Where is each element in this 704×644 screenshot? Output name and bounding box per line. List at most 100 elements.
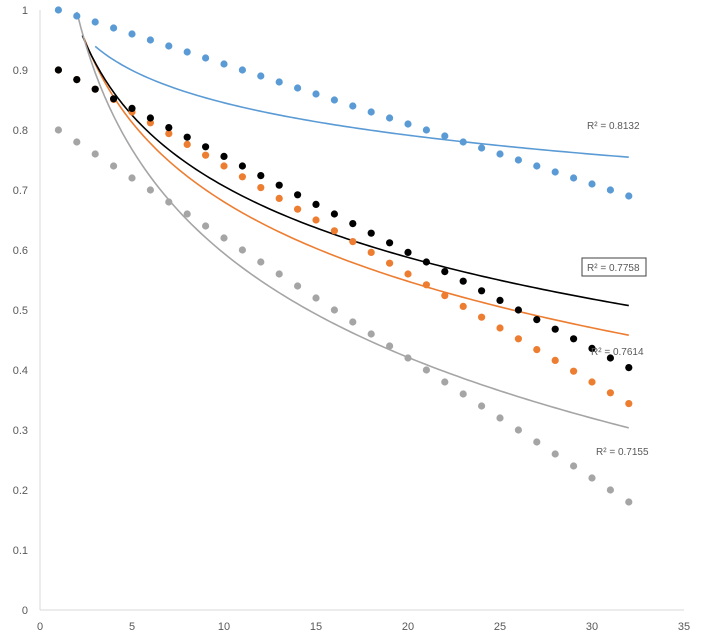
data-point-series-4 — [551, 450, 559, 458]
data-point-series-1 — [514, 156, 523, 164]
data-point-series-4 — [422, 366, 430, 374]
data-point-series-1 — [110, 24, 118, 32]
data-point-series-4 — [128, 174, 136, 182]
data-point-series-3 — [404, 248, 412, 256]
data-point-series-3 — [625, 364, 633, 372]
data-point-series-2 — [183, 140, 191, 148]
data-point-series-1 — [367, 108, 375, 116]
data-point-series-3 — [275, 181, 283, 189]
data-point-series-3 — [551, 325, 559, 333]
data-point-series-2 — [257, 184, 265, 192]
data-point-series-2 — [625, 400, 633, 408]
data-point-series-4 — [238, 246, 246, 254]
data-point-series-2 — [275, 194, 283, 202]
data-point-series-3 — [183, 133, 191, 141]
data-point-series-3 — [165, 124, 173, 132]
x-tick-label: 0 — [37, 621, 43, 633]
data-point-series-1 — [202, 54, 210, 62]
data-point-series-2 — [330, 227, 338, 235]
data-point-series-2 — [606, 389, 615, 397]
data-point-series-3 — [367, 229, 375, 237]
data-point-series-4 — [404, 354, 412, 362]
data-point-series-3 — [110, 95, 118, 103]
data-point-series-2 — [404, 270, 412, 278]
data-point-series-3 — [386, 239, 394, 247]
y-tick-label: 0.9 — [13, 65, 28, 77]
data-point-series-3 — [202, 143, 210, 151]
data-point-series-2 — [478, 313, 486, 321]
x-tick-label: 15 — [310, 621, 322, 633]
data-point-series-2 — [238, 173, 246, 181]
data-point-series-1 — [257, 72, 265, 80]
data-point-series-2 — [367, 248, 375, 256]
data-point-series-3 — [478, 287, 486, 295]
data-point-series-1 — [294, 84, 302, 92]
y-tick-label: 0.4 — [13, 365, 28, 377]
data-point-series-2 — [349, 238, 357, 246]
r2-label-series-3: R² = 0.7758 — [587, 263, 640, 274]
data-point-series-1 — [128, 30, 136, 38]
data-point-series-3 — [294, 191, 302, 199]
data-point-series-2 — [165, 130, 173, 138]
data-point-series-3 — [441, 268, 449, 276]
data-point-series-2 — [294, 205, 302, 213]
data-point-series-3 — [496, 296, 504, 304]
r2-annotation-box — [581, 257, 647, 277]
data-point-series-1 — [459, 138, 467, 146]
data-point-series-4 — [146, 186, 154, 194]
data-point-series-1 — [588, 180, 596, 188]
data-point-series-3 — [533, 316, 541, 324]
data-point-series-4 — [367, 330, 375, 338]
y-tick-label: 0 — [22, 605, 28, 617]
data-point-series-1 — [533, 162, 541, 170]
data-point-series-4 — [257, 258, 265, 266]
data-point-series-3 — [606, 354, 615, 362]
data-point-series-4 — [570, 462, 578, 470]
data-point-series-4 — [625, 498, 633, 506]
data-point-series-4 — [386, 342, 394, 350]
y-tick-label: 0.1 — [13, 545, 28, 557]
x-tick-label: 5 — [129, 621, 135, 633]
data-point-series-4 — [183, 210, 191, 218]
y-tick-label: 0.2 — [13, 485, 28, 497]
data-point-series-3 — [349, 220, 357, 228]
data-point-series-1 — [238, 66, 246, 74]
data-point-series-2 — [588, 378, 596, 386]
data-point-series-1 — [496, 150, 504, 158]
data-point-series-3 — [312, 200, 320, 208]
data-point-series-2 — [533, 346, 541, 354]
axes: 00.10.20.30.40.50.60.70.80.910 5 10 15 20 25 3… — [13, 5, 690, 633]
data-point-series-4 — [202, 222, 210, 230]
data-point-series-3 — [422, 258, 430, 266]
data-point-series-4 — [478, 402, 486, 410]
data-point-series-2 — [514, 335, 523, 343]
x-tick-label: 20 — [402, 621, 414, 633]
data-point-series-3 — [257, 172, 265, 180]
data-point-series-3 — [514, 306, 523, 314]
trendline-series-2 — [83, 38, 629, 336]
data-point-series-4 — [110, 162, 118, 170]
data-point-series-1 — [91, 18, 99, 26]
x-tick-label: 35 — [678, 621, 690, 633]
data-point-series-1 — [220, 60, 228, 68]
x-tick-label: 10 — [218, 621, 230, 633]
data-point-series-4 — [496, 414, 504, 422]
data-point-series-4 — [514, 426, 523, 434]
data-point-series-1 — [330, 96, 338, 104]
data-point-series-3 — [91, 85, 99, 93]
r2-label-series-1: R² = 0.8132 — [587, 121, 640, 132]
trendlines — [76, 11, 629, 429]
data-point-series-4 — [441, 378, 449, 386]
data-point-series-2 — [496, 324, 504, 332]
x-tick-label: 25 — [494, 621, 506, 633]
data-point-series-4 — [91, 150, 99, 158]
data-point-series-3 — [330, 210, 338, 218]
data-point-series-1 — [404, 120, 412, 128]
y-tick-label: 0.5 — [13, 305, 28, 317]
r2-annotations: R² = 0.8132 R² = 0.7614 R² = 0.7758 R² = 0.… — [581, 121, 649, 458]
data-point-series-4 — [165, 198, 173, 206]
trendline-series-4 — [76, 11, 629, 429]
data-point-series-4 — [73, 138, 81, 146]
data-point-series-1 — [146, 36, 154, 44]
data-point-series-4 — [349, 318, 357, 326]
